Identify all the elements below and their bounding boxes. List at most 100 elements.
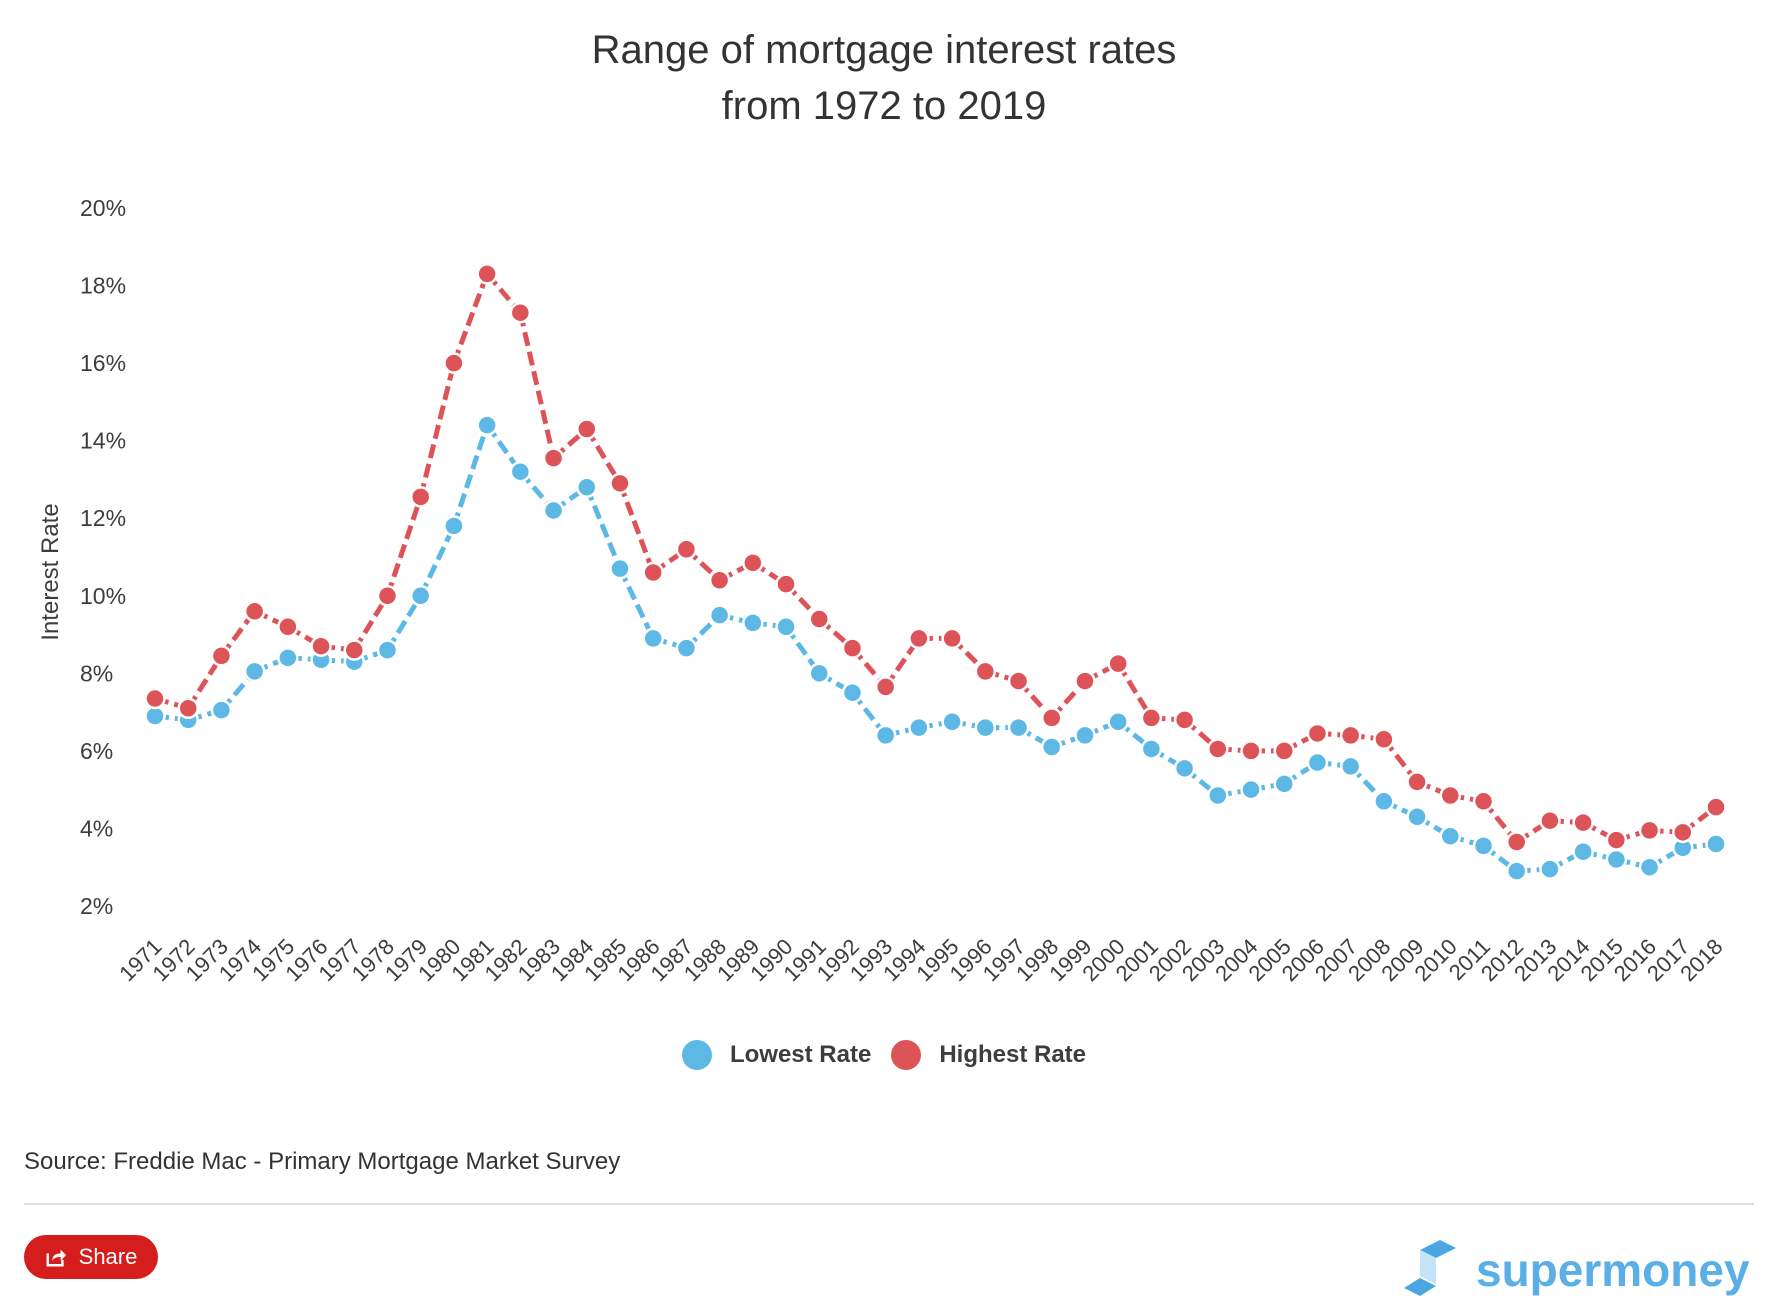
data-point[interactable]: [808, 608, 831, 630]
data-point[interactable]: [1074, 724, 1096, 747]
data-point[interactable]: [310, 635, 332, 657]
data-point[interactable]: [542, 447, 565, 469]
data-point[interactable]: [476, 414, 498, 436]
data-point[interactable]: [1638, 856, 1661, 878]
data-point[interactable]: [1207, 784, 1229, 807]
data-point[interactable]: [1173, 757, 1196, 780]
data-point[interactable]: [1572, 840, 1594, 863]
data-point[interactable]: [509, 301, 532, 324]
legend-item-lowest-rate[interactable]: Lowest Rate: [681, 1040, 871, 1070]
supermoney-logo[interactable]: supermoney: [1400, 1240, 1750, 1300]
data-point[interactable]: [1074, 670, 1096, 692]
data-point[interactable]: [1505, 831, 1528, 853]
data-point[interactable]: [343, 639, 366, 661]
data-point[interactable]: [1040, 736, 1063, 758]
data-point[interactable]: [210, 699, 233, 721]
data-point[interactable]: [1505, 860, 1528, 882]
data-point[interactable]: [443, 515, 465, 537]
share-button[interactable]: Share: [24, 1235, 158, 1279]
data-point[interactable]: [409, 486, 432, 508]
chart-title-line2: from 1972 to 2019: [721, 84, 1047, 128]
data-point[interactable]: [775, 616, 797, 638]
data-point[interactable]: [609, 472, 631, 495]
data-point[interactable]: [243, 600, 266, 623]
data-point[interactable]: [708, 569, 731, 592]
data-point[interactable]: [376, 639, 399, 661]
data-point[interactable]: [742, 552, 764, 574]
data-point[interactable]: [1306, 722, 1329, 745]
data-point[interactable]: [708, 604, 731, 626]
data-point[interactable]: [1207, 738, 1229, 760]
share-label: Share: [78, 1244, 138, 1269]
data-point[interactable]: [941, 711, 963, 733]
data-point[interactable]: [443, 352, 465, 374]
data-point[interactable]: [1472, 790, 1495, 813]
data-point[interactable]: [742, 612, 764, 634]
data-point[interactable]: [1638, 819, 1661, 842]
data-point[interactable]: [841, 681, 864, 704]
data-point[interactable]: [908, 627, 930, 650]
data-point[interactable]: [144, 705, 166, 727]
data-point[interactable]: [941, 627, 963, 650]
data-point[interactable]: [1539, 809, 1561, 832]
data-point[interactable]: [509, 460, 532, 483]
data-point[interactable]: [277, 616, 299, 638]
data-point[interactable]: [1306, 751, 1329, 774]
data-point[interactable]: [1007, 716, 1030, 739]
data-point[interactable]: [675, 538, 698, 560]
data-point[interactable]: [1439, 825, 1462, 847]
y-tick-label: 2%: [80, 893, 113, 919]
data-point[interactable]: [775, 573, 797, 595]
data-point[interactable]: [874, 676, 897, 698]
data-point[interactable]: [1572, 811, 1594, 834]
data-point[interactable]: [1273, 740, 1295, 762]
data-point[interactable]: [1705, 796, 1727, 818]
data-point[interactable]: [609, 557, 631, 580]
data-point[interactable]: [1107, 711, 1129, 733]
data-point[interactable]: [1373, 790, 1395, 813]
data-point[interactable]: [1406, 771, 1428, 793]
data-point[interactable]: [1672, 821, 1694, 844]
data-point[interactable]: [144, 687, 166, 710]
data-point[interactable]: [1605, 829, 1628, 851]
data-point[interactable]: [1273, 773, 1295, 795]
data-point[interactable]: [1240, 740, 1262, 762]
data-point[interactable]: [1472, 835, 1495, 857]
data-point[interactable]: [576, 418, 598, 440]
data-point[interactable]: [1705, 833, 1727, 855]
data-point[interactable]: [1007, 670, 1030, 692]
data-point[interactable]: [177, 697, 199, 719]
data-point[interactable]: [874, 724, 897, 747]
data-point[interactable]: [642, 561, 664, 584]
data-point[interactable]: [576, 476, 598, 498]
data-point[interactable]: [974, 716, 997, 739]
data-point[interactable]: [1373, 728, 1395, 751]
data-point[interactable]: [210, 645, 233, 667]
data-point[interactable]: [542, 499, 565, 522]
data-point[interactable]: [908, 716, 930, 739]
data-point[interactable]: [1406, 806, 1428, 828]
data-point[interactable]: [808, 662, 831, 685]
data-point[interactable]: [1173, 709, 1196, 731]
data-point[interactable]: [277, 647, 299, 669]
data-point[interactable]: [1040, 707, 1063, 729]
data-point[interactable]: [1107, 652, 1129, 675]
data-point[interactable]: [1339, 755, 1362, 778]
data-point[interactable]: [476, 263, 498, 285]
data-point[interactable]: [1140, 738, 1163, 760]
data-point[interactable]: [974, 660, 997, 683]
data-point[interactable]: [1439, 784, 1462, 807]
data-point[interactable]: [1539, 858, 1561, 880]
legend-marker-icon: [891, 1040, 922, 1070]
data-point[interactable]: [1240, 778, 1262, 801]
data-point[interactable]: [1605, 848, 1628, 871]
data-point[interactable]: [376, 585, 399, 607]
data-point[interactable]: [243, 660, 266, 683]
data-point[interactable]: [1140, 707, 1163, 729]
data-point[interactable]: [841, 637, 864, 659]
data-point[interactable]: [675, 637, 698, 659]
data-point[interactable]: [642, 627, 664, 650]
data-point[interactable]: [1339, 724, 1362, 747]
data-point[interactable]: [409, 585, 432, 607]
legend-item-highest-rate[interactable]: Highest Rate: [891, 1040, 1086, 1070]
